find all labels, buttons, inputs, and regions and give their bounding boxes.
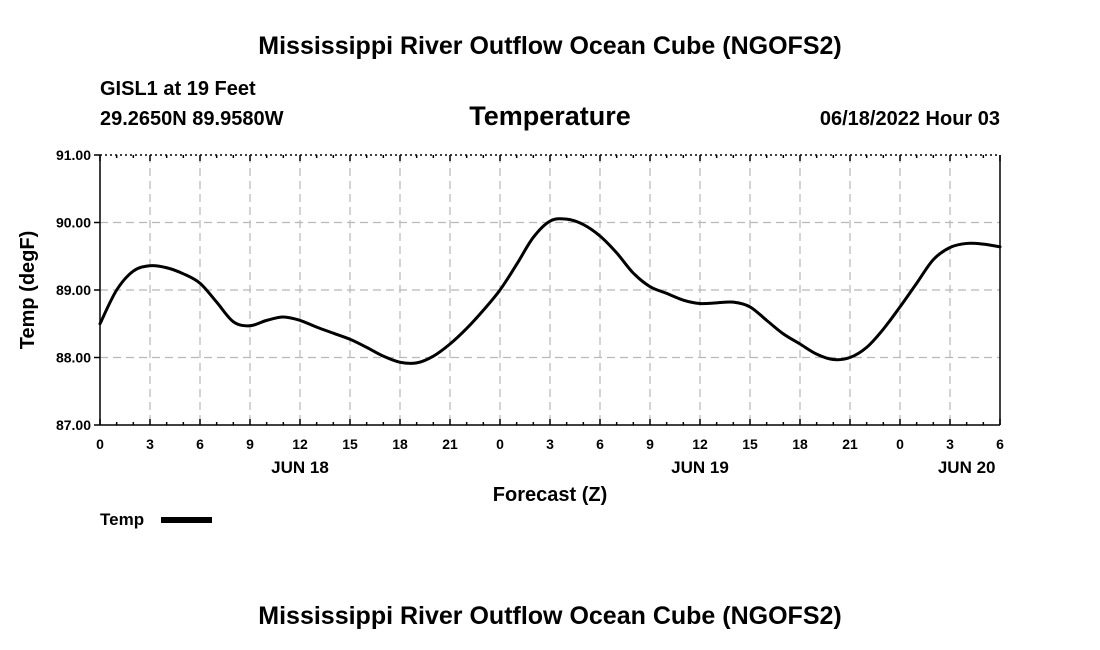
x-axis-label: Forecast (Z) [493,484,607,506]
day-label: JUN 20 [938,458,996,477]
y-tick-label: 90.00 [56,215,91,231]
y-tick-label: 88.00 [56,350,91,366]
grid [100,155,1000,425]
y-tick-label: 91.00 [56,147,91,163]
x-tick-label: 6 [596,436,604,452]
location-label: 29.2650N 89.9580W [100,108,284,130]
legend-label: Temp [100,510,144,529]
day-labels: JUN 18 JUN 19 JUN 20 [271,458,995,477]
x-tick-label: 6 [196,436,204,452]
chart-subtitle: Temperature [469,101,631,131]
x-tick-label: 12 [692,436,708,452]
day-label: JUN 18 [271,458,329,477]
series-layer [98,217,1002,365]
x-tick-label: 3 [546,436,554,452]
x-tick-label: 12 [292,436,308,452]
series-line-temp [98,217,1002,365]
station-label: GISL1 at 19 Feet [100,78,256,100]
x-axis: 0 3 6 9 12 15 18 21 0 3 6 9 12 15 18 21 0 3 6 [96,155,1004,452]
day-label: JUN 19 [671,458,729,477]
chart-title: Mississippi River Outflow Ocean Cube (NG… [258,32,841,60]
footer-title: Mississippi River Outflow Ocean Cube (NG… [258,602,841,630]
x-tick-label: 6 [996,436,1004,452]
datetime-label: 06/18/2022 Hour 03 [820,108,1000,130]
x-tick-label: 21 [442,436,458,452]
x-tick-label: 15 [342,436,358,452]
y-tick-label: 87.00 [56,417,91,433]
x-tick-label: 9 [646,436,654,452]
x-tick-label: 0 [896,436,904,452]
legend: Temp [100,510,212,529]
y-axis: 87.00 88.00 89.00 90.00 91.00 [56,147,100,433]
x-tick-label: 0 [496,436,504,452]
x-tick-label: 0 [96,436,104,452]
x-tick-label: 18 [392,436,408,452]
x-tick-label: 21 [842,436,858,452]
x-tick-label: 18 [792,436,808,452]
x-tick-label: 3 [146,436,154,452]
y-tick-label: 89.00 [56,282,91,298]
x-tick-label: 3 [946,436,954,452]
x-tick-label: 15 [742,436,758,452]
y-axis-label: Temp (degF) [17,231,39,350]
x-tick-label: 9 [246,436,254,452]
